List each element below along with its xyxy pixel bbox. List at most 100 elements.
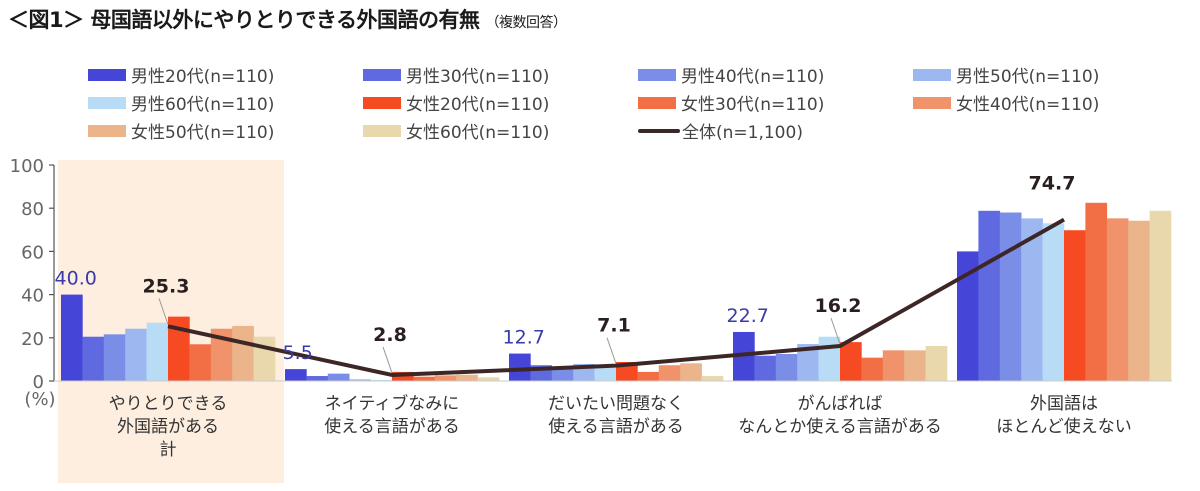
category-label: ネイティブなみに 使える言語がある xyxy=(324,394,460,437)
chart-title: ＜図1＞ 母国語以外にやりとりできる外国語の有無 （複数回答） xyxy=(8,4,567,34)
legend-item: 女性60代(n=110) xyxy=(363,118,549,143)
bar xyxy=(103,334,126,381)
legend-color-swatch xyxy=(363,68,401,81)
legend-color-swatch xyxy=(363,124,401,137)
legend-color-swatch xyxy=(638,68,676,81)
bar xyxy=(637,371,660,381)
legend-label: 女性30代(n=110) xyxy=(681,95,825,115)
data-label-male20: 22.7 xyxy=(727,305,769,327)
category-label: やりとりできる 外国語がある 計 xyxy=(108,394,228,460)
legend-color-swatch xyxy=(88,124,126,137)
data-label-male20: 12.7 xyxy=(503,327,545,349)
bar xyxy=(61,294,83,381)
legend-item: 全体(n=1,100) xyxy=(638,118,803,143)
legend-item: 男性20代(n=110) xyxy=(88,62,274,87)
bar xyxy=(349,379,371,381)
bar xyxy=(978,210,1001,381)
bar xyxy=(210,328,233,381)
chart-title-note: （複数回答） xyxy=(485,15,568,31)
bar xyxy=(189,344,212,381)
legend-item: 女性30代(n=110) xyxy=(638,90,824,115)
bar xyxy=(413,376,436,381)
bar xyxy=(1064,230,1086,381)
legend-label: 女性60代(n=110) xyxy=(406,123,550,143)
legend-label: 男性30代(n=110) xyxy=(406,67,550,87)
bar xyxy=(285,369,307,381)
leader-line xyxy=(606,337,617,364)
bar xyxy=(327,373,350,381)
data-label-overall: 25.3 xyxy=(143,275,190,297)
bar xyxy=(125,328,147,381)
bar xyxy=(82,336,105,381)
bar xyxy=(1021,218,1043,381)
bar xyxy=(551,366,574,381)
bar xyxy=(818,336,841,381)
legend-color-swatch xyxy=(913,68,951,81)
bar xyxy=(434,375,457,381)
y-tick-label: 100 xyxy=(10,156,44,177)
legend-label: 女性40代(n=110) xyxy=(956,95,1100,115)
bar xyxy=(775,354,798,381)
legend-color-swatch xyxy=(638,96,676,109)
bar xyxy=(925,346,948,381)
category-label: 外国語は ほとんど使えない xyxy=(996,394,1132,437)
chart-title-main: ＜図1＞ 母国語以外にやりとりできる外国語の有無 xyxy=(8,8,480,32)
bar xyxy=(840,342,862,381)
data-label-male20: 40.0 xyxy=(55,268,97,290)
legend-item: 女性50代(n=110) xyxy=(88,118,274,143)
data-label-overall: 74.7 xyxy=(1029,173,1076,195)
legend-item: 女性20代(n=110) xyxy=(363,90,549,115)
legend-item: 男性30代(n=110) xyxy=(363,62,549,87)
y-tick-label: 40 xyxy=(21,286,44,307)
legend-item: 男性60代(n=110) xyxy=(88,90,274,115)
bar xyxy=(701,376,724,381)
bar xyxy=(594,368,617,381)
bar xyxy=(168,316,190,381)
legend-label: 男性60代(n=110) xyxy=(131,95,275,115)
y-tick-label: 80 xyxy=(21,199,44,220)
bar xyxy=(754,355,777,381)
bar xyxy=(456,374,478,381)
data-label-overall: 2.8 xyxy=(373,324,407,346)
category-label: がんばれば なんとか使える言語がある xyxy=(738,394,942,437)
legend-line-swatch xyxy=(638,128,680,133)
legend-color-swatch xyxy=(88,96,126,109)
bar xyxy=(1106,218,1129,381)
bar xyxy=(882,350,905,381)
leader-line xyxy=(830,317,841,345)
y-unit-label: (%) xyxy=(24,389,55,410)
bar xyxy=(253,336,276,381)
bar xyxy=(999,212,1022,381)
bar xyxy=(904,350,926,381)
y-tick-label: 20 xyxy=(21,329,44,350)
bar xyxy=(146,322,169,381)
bar xyxy=(1042,223,1065,381)
legend-label: 女性50代(n=110) xyxy=(131,123,275,143)
legend-item: 男性40代(n=110) xyxy=(638,62,824,87)
bar xyxy=(1128,220,1150,381)
legend-label: 女性20代(n=110) xyxy=(406,95,550,115)
legend-label: 全体(n=1,100) xyxy=(682,123,803,143)
bar xyxy=(957,251,979,381)
legend-color-swatch xyxy=(913,96,951,109)
data-label-overall: 7.1 xyxy=(597,315,631,337)
bar xyxy=(797,344,819,381)
bar xyxy=(1149,210,1172,381)
bar xyxy=(306,376,329,381)
bar xyxy=(733,331,755,381)
bar xyxy=(232,325,254,381)
y-tick-label: 60 xyxy=(21,242,44,263)
bar xyxy=(370,379,393,381)
bar xyxy=(509,353,531,381)
legend-label: 男性50代(n=110) xyxy=(956,67,1100,87)
legend-item: 女性40代(n=110) xyxy=(913,90,1099,115)
legend-label: 男性20代(n=110) xyxy=(131,67,275,87)
bar xyxy=(658,365,681,381)
legend: 男性20代(n=110) 男性30代(n=110) 男性40代(n=110) 男性50… xyxy=(0,0,1200,150)
bar xyxy=(861,357,884,381)
data-label-overall: 16.2 xyxy=(815,295,862,317)
overall-line xyxy=(167,217,1065,377)
bar xyxy=(1085,202,1108,381)
data-label-male20: 5.5 xyxy=(283,342,313,364)
